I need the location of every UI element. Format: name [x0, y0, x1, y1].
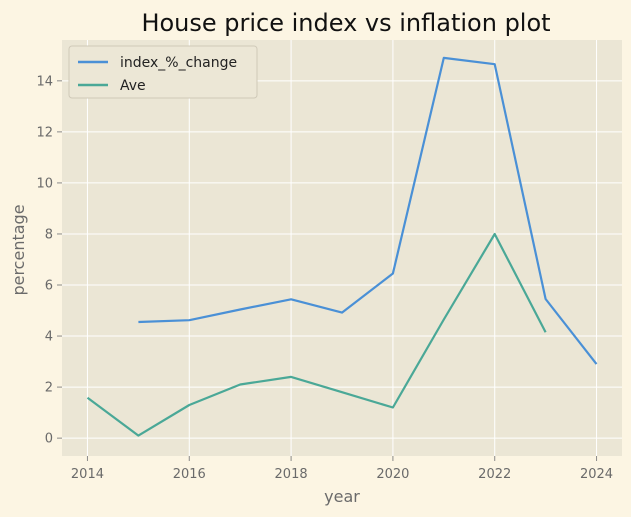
y-tick-label: 4: [45, 330, 53, 345]
x-tick-label: 2024: [580, 467, 613, 482]
y-tick-label: 2: [45, 381, 53, 396]
y-tick-label: 8: [45, 227, 53, 242]
series-line-2: [86, 232, 547, 437]
x-axis-label: year: [324, 487, 360, 506]
y-tick-label: 12: [36, 125, 53, 140]
y-axis-label: percentage: [9, 204, 28, 295]
x-tick-label: 2016: [173, 467, 206, 482]
chart-title: House price index vs inflation plot: [141, 9, 550, 37]
legend-box: [68, 45, 258, 99]
grid: [62, 40, 622, 456]
y-tick-label: 6: [45, 279, 53, 294]
x-tick-label: 2020: [376, 467, 409, 482]
x-tick-label: 2014: [71, 467, 104, 482]
y-tick-label: 14: [36, 74, 53, 89]
x-tick-label: 2022: [478, 467, 511, 482]
series-line-1: [138, 56, 598, 365]
tick-labels: 2014 2016 2018 2020 2022 2024 0 2 4 6 8 10 12 14: [36, 74, 613, 482]
series-layer: [86, 56, 598, 437]
y-tick-label: 0: [45, 432, 53, 447]
legend-label: Ave: [120, 78, 146, 94]
legend: index_%_change Ave: [68, 45, 258, 99]
y-tick-label: 10: [36, 176, 53, 191]
x-tick-label: 2018: [275, 467, 308, 482]
plot-background: [62, 40, 622, 456]
legend-label: index_%_change: [120, 55, 237, 71]
